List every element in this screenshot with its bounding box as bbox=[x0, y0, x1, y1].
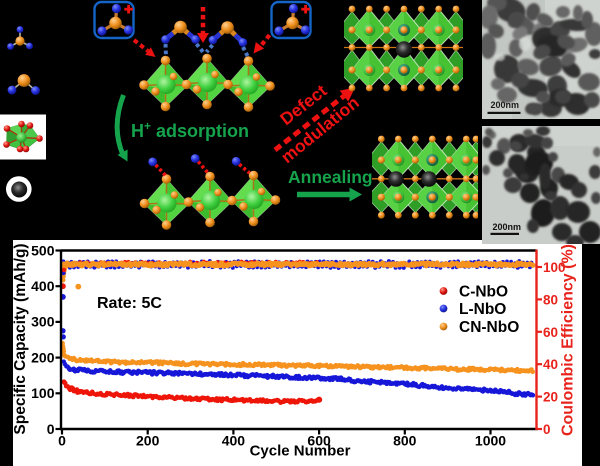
svg-text:80: 80 bbox=[543, 292, 558, 307]
svg-text:H+ adsorption: H+ adsorption bbox=[131, 119, 249, 141]
svg-text:300: 300 bbox=[31, 314, 55, 330]
svg-text:400: 400 bbox=[222, 433, 246, 449]
svg-text:800: 800 bbox=[393, 433, 417, 449]
svg-text:60: 60 bbox=[543, 325, 558, 340]
svg-text:20: 20 bbox=[543, 390, 558, 405]
svg-text:200: 200 bbox=[31, 349, 55, 365]
svg-text:0: 0 bbox=[47, 421, 55, 437]
svg-text:Annealing: Annealing bbox=[288, 167, 373, 187]
svg-text:200nm: 200nm bbox=[491, 100, 520, 110]
svg-text:0: 0 bbox=[543, 422, 551, 437]
svg-text:Specific Capacity (mAh/g): Specific Capacity (mAh/g) bbox=[12, 243, 29, 434]
svg-text:100: 100 bbox=[31, 385, 55, 401]
svg-text:CN-NbO: CN-NbO bbox=[459, 319, 519, 336]
svg-text:500: 500 bbox=[31, 242, 55, 258]
svg-text:0: 0 bbox=[58, 433, 66, 449]
svg-text:100: 100 bbox=[543, 260, 566, 275]
svg-text:1000: 1000 bbox=[475, 433, 506, 449]
svg-text:200nm: 200nm bbox=[493, 222, 522, 232]
svg-text:200: 200 bbox=[136, 433, 160, 449]
svg-text:Cycle Number: Cycle Number bbox=[250, 443, 351, 460]
svg-text:600: 600 bbox=[307, 433, 331, 449]
svg-text:Rate: 5C: Rate: 5C bbox=[97, 295, 162, 312]
svg-text:C-NbO: C-NbO bbox=[459, 284, 508, 301]
svg-text:Coulombic Efficiency (%): Coulombic Efficiency (%) bbox=[560, 244, 577, 436]
svg-text:40: 40 bbox=[543, 357, 558, 372]
svg-text:L-NbO: L-NbO bbox=[459, 301, 506, 318]
svg-text:400: 400 bbox=[31, 278, 55, 294]
